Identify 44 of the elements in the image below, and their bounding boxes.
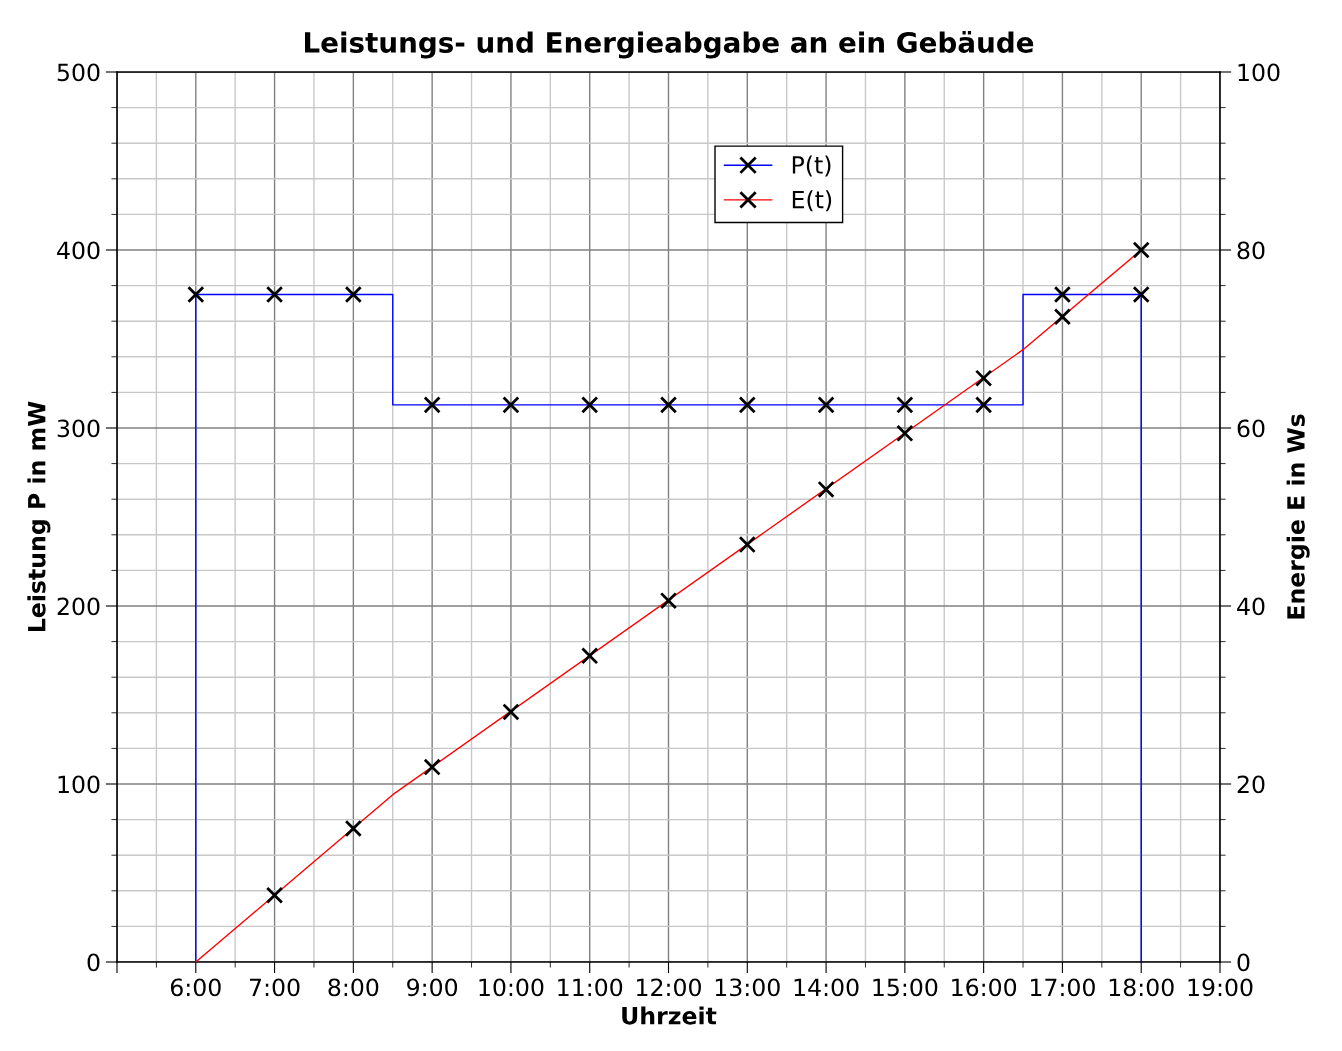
x-tick-label: 6:00 (170, 978, 221, 997)
x-tick-label: 7:00 (250, 978, 300, 997)
point (344, 819, 363, 838)
y2-tick-label: 20 (1237, 775, 1265, 794)
y-tick-label: 500 (57, 63, 100, 82)
legend-label: E(t) (792, 190, 832, 212)
y-tick-label: 200 (57, 597, 100, 616)
x-tick-label: 15:00 (873, 978, 938, 997)
y-tick-label: 0 (87, 953, 100, 972)
point (659, 591, 678, 610)
point (896, 424, 914, 443)
point (502, 703, 520, 721)
y-tick-label: 300 (57, 419, 100, 438)
x-axis-title: Uhrzeit (622, 1006, 717, 1025)
chart-title: Leistungs- und Energieabgabe an ein Gebäude (305, 31, 1034, 59)
x-tick-label: 10:00 (479, 978, 544, 997)
y2-axis-title: Energie E in Ws (1286, 414, 1310, 619)
y-axis-title: Leistung P in mW (27, 401, 51, 632)
point (974, 369, 993, 387)
x-tick-label: 8:00 (328, 978, 379, 997)
y-tick-label: 400 (57, 241, 100, 260)
point (738, 535, 756, 554)
y2-tick-label: 100 (1238, 63, 1280, 82)
point (1132, 241, 1150, 259)
y2-tick-label: 0 (1237, 953, 1250, 972)
point (1053, 308, 1072, 326)
y2-tick-label: 60 (1237, 419, 1265, 438)
point (423, 758, 441, 776)
x-tick-label: 11:00 (558, 978, 623, 997)
y2-tick-label: 40 (1237, 597, 1265, 616)
y2-tick-label: 80 (1237, 241, 1265, 260)
x-tick-label: 9:00 (407, 978, 458, 997)
x-tick-label: 17:00 (1031, 978, 1095, 997)
point (817, 480, 835, 499)
x-tick-label: 19:00 (1188, 978, 1253, 997)
point (581, 647, 599, 665)
x-tick-label: 16:00 (952, 978, 1017, 997)
x-tick-label: 14:00 (794, 978, 859, 997)
legend-label: P(t) (792, 155, 831, 177)
x-tick-label: 13:00 (715, 978, 780, 997)
x-tick-label: 18:00 (1109, 978, 1174, 997)
x-tick-label: 12:00 (637, 978, 701, 997)
point (265, 886, 284, 904)
y-tick-label: 100 (58, 775, 100, 794)
